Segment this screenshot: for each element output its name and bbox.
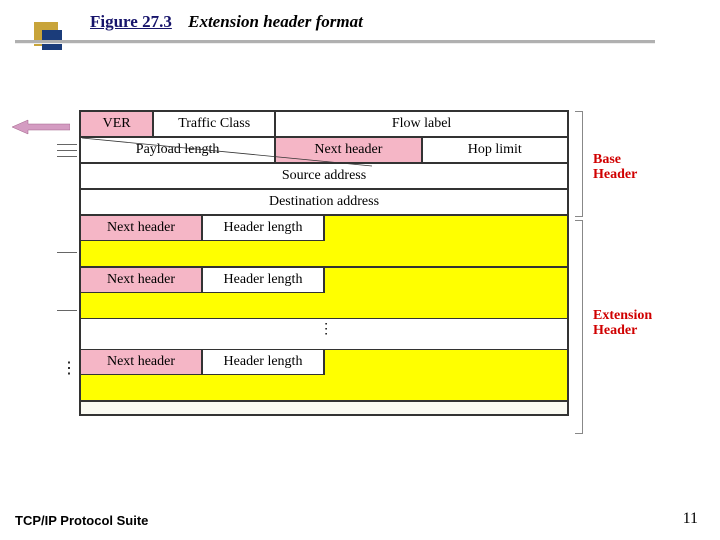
page-number: 11 bbox=[683, 510, 698, 528]
left-tick bbox=[57, 252, 77, 253]
field-header-length: Header length bbox=[202, 215, 324, 241]
field-header-length: Header length bbox=[202, 349, 324, 375]
ext-payload bbox=[324, 215, 568, 241]
base-row-2: Source address bbox=[80, 163, 568, 189]
ext-row-1: Next header Header length bbox=[80, 215, 568, 241]
left-tick bbox=[57, 310, 77, 311]
field-next-header: Next header bbox=[80, 215, 202, 241]
ext-payload-band bbox=[80, 241, 568, 267]
label-base-header: BaseHeader bbox=[593, 152, 637, 183]
ext-band-3 bbox=[80, 375, 568, 401]
packet-diagram: ⋮ VER Traffic Class Flow label Payload l… bbox=[65, 110, 655, 480]
field-ver: VER bbox=[80, 111, 153, 137]
ext-payload bbox=[324, 349, 568, 375]
ext-row-2: Next header Header length bbox=[80, 267, 568, 293]
field-header-length: Header length bbox=[202, 267, 324, 293]
field-flow-label: Flow label bbox=[275, 111, 568, 137]
label-extension-header: ExtensionHeader bbox=[593, 308, 652, 339]
field-hop-limit: Hop limit bbox=[422, 137, 568, 163]
figure-caption: Extension header format bbox=[188, 12, 363, 31]
ext-payload-band bbox=[80, 293, 568, 319]
left-tick bbox=[57, 150, 77, 151]
brace-ext-icon bbox=[575, 220, 583, 434]
ext-payload bbox=[324, 267, 568, 293]
field-next-header: Next header bbox=[80, 349, 202, 375]
field-payload-length: Payload length bbox=[80, 137, 275, 163]
slide-title: Figure 27.3 Extension header format bbox=[90, 12, 363, 32]
base-row-0: VER Traffic Class Flow label bbox=[80, 111, 568, 137]
back-arrow-icon bbox=[12, 118, 70, 136]
field-next-header: Next header bbox=[275, 137, 421, 163]
ext-payload-band bbox=[80, 375, 568, 401]
footer-source: TCP/IP Protocol Suite bbox=[15, 513, 148, 528]
title-divider bbox=[15, 40, 655, 43]
ext-band-1 bbox=[80, 241, 568, 267]
bottom-band bbox=[80, 401, 568, 415]
ellipsis-icon: ⋮ bbox=[61, 358, 76, 378]
field-source-address: Source address bbox=[80, 163, 568, 189]
field-destination-address: Destination address bbox=[80, 189, 568, 215]
ext-row-3: Next header Header length bbox=[80, 349, 568, 375]
packet-box: VER Traffic Class Flow label Payload len… bbox=[79, 110, 569, 416]
ext-band-2 bbox=[80, 293, 568, 319]
ellipsis-icon: ⋮ bbox=[319, 321, 333, 338]
field-traffic-class: Traffic Class bbox=[153, 111, 275, 137]
base-row-3: Destination address bbox=[80, 189, 568, 215]
figure-number: Figure 27.3 bbox=[90, 12, 172, 31]
gap-row: ⋮ bbox=[80, 319, 568, 349]
bottom-pad bbox=[80, 401, 568, 415]
left-tick bbox=[57, 144, 77, 145]
field-next-header: Next header bbox=[80, 267, 202, 293]
base-row-1: Payload length Next header Hop limit bbox=[80, 137, 568, 163]
brace-base-icon bbox=[575, 111, 583, 217]
left-tick bbox=[57, 156, 77, 157]
